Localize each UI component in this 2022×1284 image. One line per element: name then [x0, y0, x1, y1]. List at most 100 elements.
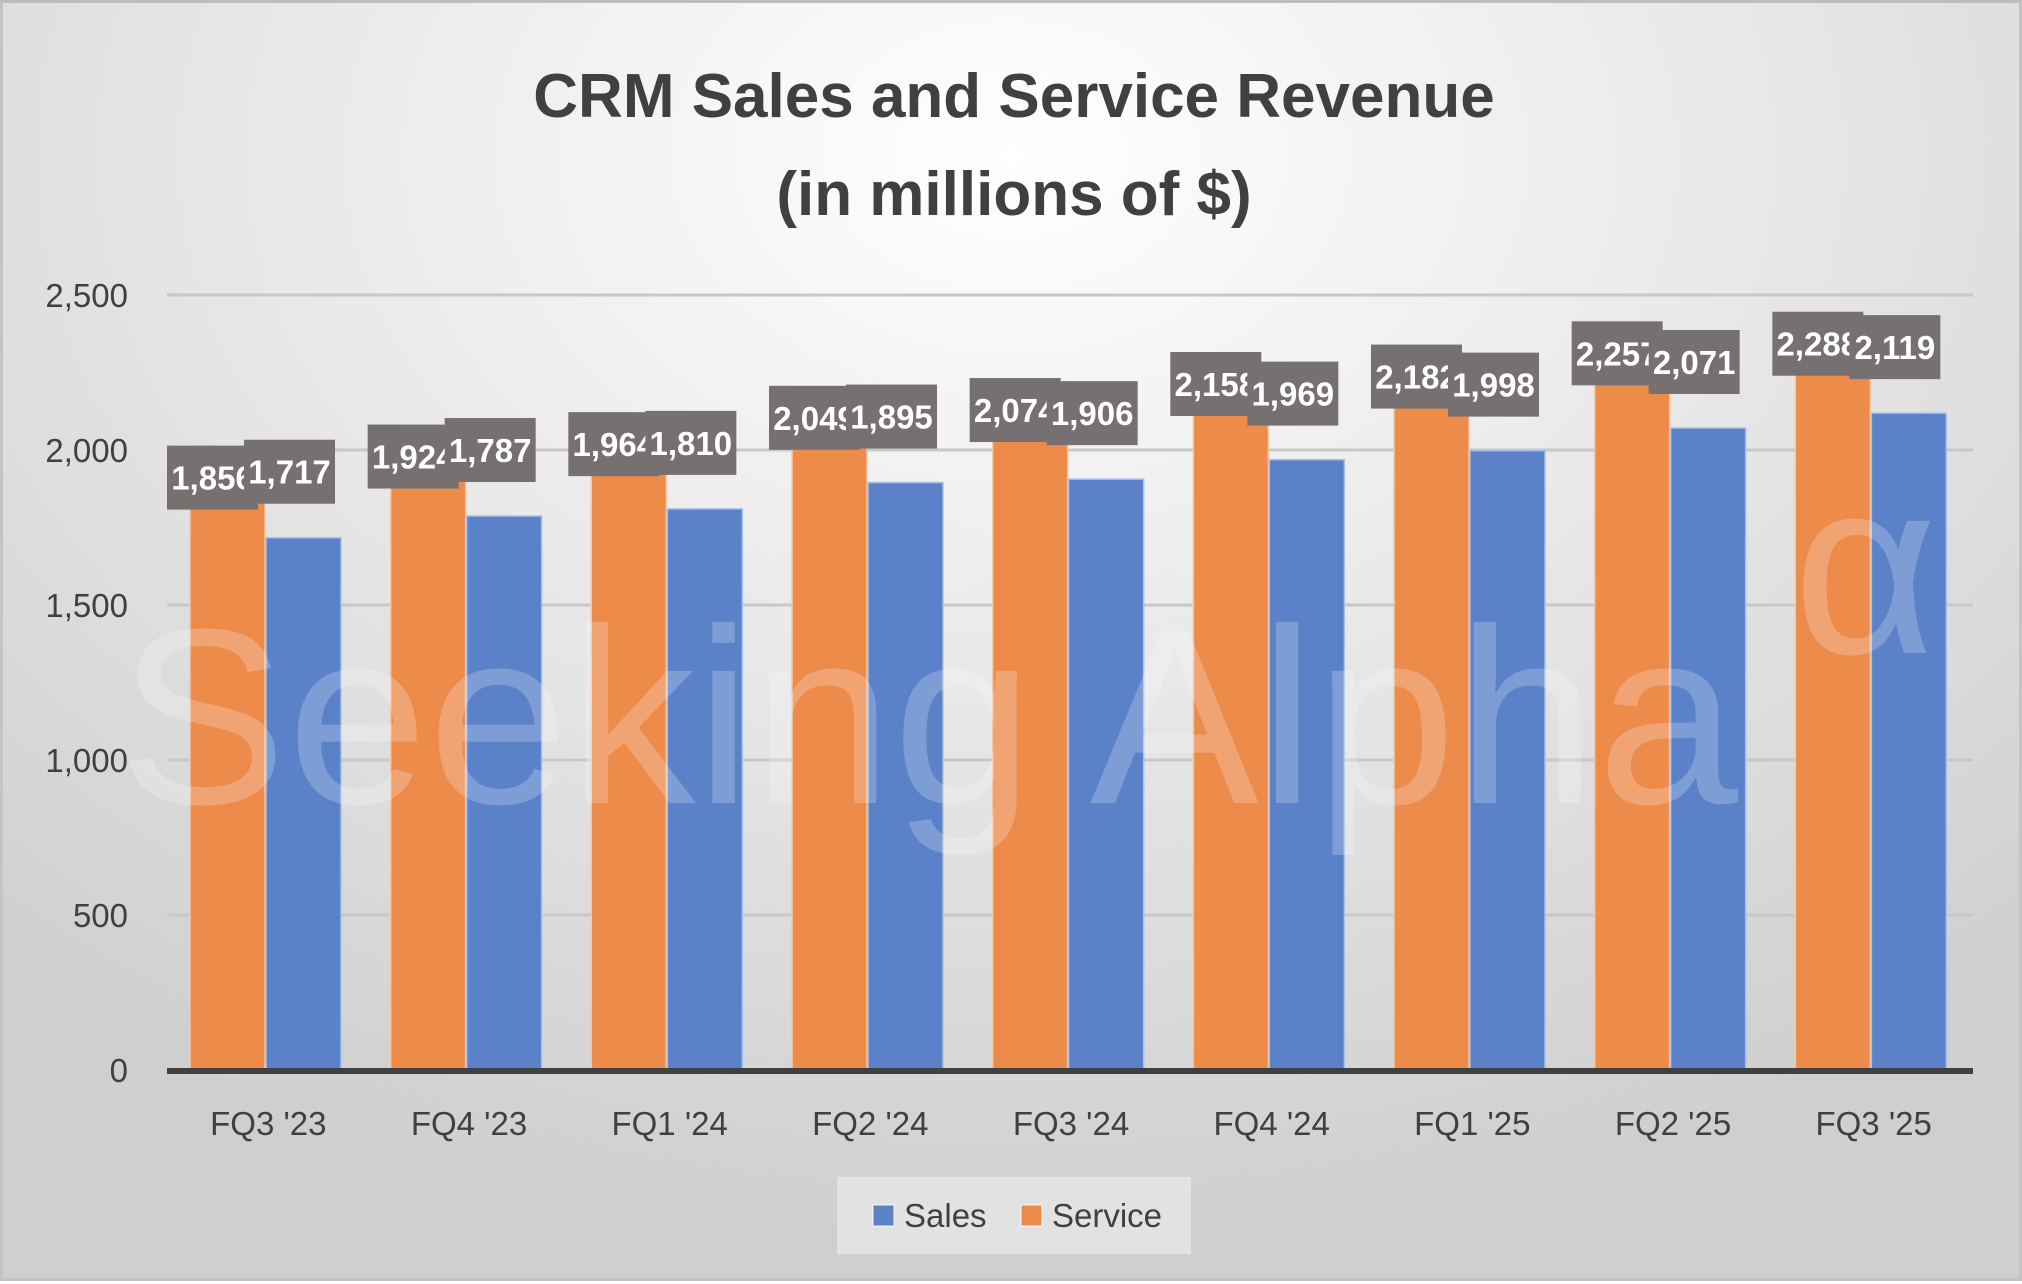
data-labels: 1,856 1,924 1,964 2,049 2,074 2,158 2,182 2,257… — [167, 311, 1941, 510]
data-label-bg — [1648, 329, 1740, 394]
legend-item-sales[interactable]: Sales — [872, 1197, 987, 1234]
legend-label: Service — [1052, 1197, 1162, 1234]
data-label-text: 2,257 — [1576, 335, 1659, 372]
x-tick-label: FQ3 '23 — [210, 1105, 326, 1142]
bar-sales — [666, 508, 744, 1071]
data-label-bg — [1772, 311, 1864, 376]
legend-swatch — [1020, 1204, 1043, 1227]
y-tick-label: 1,000 — [45, 742, 128, 779]
x-tick-label: FQ4 '24 — [1213, 1105, 1329, 1142]
data-label-text: 1,787 — [449, 432, 532, 469]
bar-sales — [1268, 458, 1346, 1071]
data-label-text: 1,906 — [1051, 395, 1134, 432]
chart: CRM Sales and Service Revenue (in millio… — [45, 62, 1973, 1254]
data-label-sales: 1,895 — [846, 384, 937, 449]
data-label-text: 2,288 — [1777, 326, 1860, 363]
bar-service — [1593, 369, 1671, 1071]
y-tick-label: 2,000 — [45, 432, 128, 469]
data-label-bg — [568, 412, 660, 477]
data-label-text: 1,810 — [650, 425, 733, 462]
data-label-service: 1,924 — [367, 424, 459, 489]
x-tick-label: FQ2 '24 — [812, 1105, 928, 1142]
data-label-service: 2,288 — [1772, 311, 1864, 376]
watermark-text: Seeking Alpha — [118, 577, 1739, 856]
bar-service — [1393, 392, 1470, 1071]
data-label-text: 1,969 — [1252, 376, 1335, 413]
data-label-bg — [1170, 352, 1262, 417]
bar-sales — [1469, 449, 1546, 1071]
legend-item-service[interactable]: Service — [1020, 1197, 1162, 1234]
data-label-bg — [846, 384, 937, 449]
watermark-alpha-icon: α — [1793, 427, 1938, 706]
x-tick-label: FQ1 '24 — [611, 1105, 727, 1142]
x-tick-label: FQ3 '25 — [1815, 1105, 1931, 1142]
chart-subtitle: (in millions of $) — [776, 160, 1251, 229]
y-tick-label: 2,500 — [45, 277, 128, 314]
watermark: Seeking Alpha α — [118, 427, 1938, 856]
data-label-text: 1,998 — [1452, 367, 1535, 404]
x-tick-label: FQ4 '23 — [411, 1105, 527, 1142]
data-label-service: 2,074 — [969, 378, 1061, 443]
data-label-service: 2,158 — [1170, 352, 1262, 417]
data-label-text: 1,895 — [850, 399, 933, 436]
data-label-bg — [167, 445, 258, 510]
data-label-text: 2,158 — [1175, 366, 1258, 403]
data-label-text: 1,717 — [248, 454, 331, 491]
data-label-bg — [244, 439, 335, 504]
data-label-sales: 1,717 — [244, 439, 335, 504]
bar-sales — [1870, 412, 1948, 1071]
data-label-service: 2,257 — [1571, 321, 1663, 386]
bar-service — [189, 493, 266, 1071]
data-label-service: 2,182 — [1371, 344, 1462, 409]
data-label-bg — [1247, 361, 1339, 426]
x-tick-label: FQ3 '24 — [1013, 1105, 1129, 1142]
x-axis-line — [167, 1068, 1973, 1074]
data-label-sales: 2,119 — [1849, 315, 1941, 380]
data-label-service: 1,964 — [568, 412, 660, 477]
x-tick-label: FQ1 '25 — [1414, 1105, 1530, 1142]
bars — [189, 359, 1948, 1071]
data-label-bg — [1371, 344, 1462, 409]
y-tick-label: 0 — [110, 1052, 128, 1089]
data-label-bg — [1571, 321, 1663, 386]
data-label-text: 2,071 — [1653, 344, 1736, 381]
data-label-bg — [1849, 315, 1941, 380]
data-label-text: 1,924 — [372, 439, 455, 476]
legend-swatch — [872, 1204, 895, 1227]
data-label-bg — [969, 378, 1061, 443]
x-axis-labels: FQ3 '23 FQ4 '23 FQ1 '24 FQ2 '24 FQ3 '24 FQ4 '… — [210, 1105, 1932, 1142]
data-label-sales: 1,906 — [1046, 381, 1138, 446]
data-label-sales: 1,787 — [444, 418, 536, 483]
data-label-sales: 2,071 — [1648, 329, 1740, 394]
chart-title: CRM Sales and Service Revenue — [533, 62, 1494, 131]
data-label-bg — [1046, 381, 1138, 446]
bar-sales — [1067, 478, 1145, 1071]
data-label-service: 1,856 — [167, 445, 258, 510]
bar-sales — [465, 515, 543, 1071]
legend-label: Sales — [904, 1197, 987, 1234]
data-label-text: 1,856 — [171, 460, 254, 497]
data-label-service: 2,049 — [769, 385, 860, 450]
data-label-sales: 1,810 — [645, 410, 737, 475]
data-label-bg — [769, 385, 860, 450]
data-label-sales: 1,998 — [1448, 352, 1539, 417]
y-tick-label: 500 — [73, 897, 128, 934]
bar-sales — [265, 536, 342, 1071]
y-tick-label: 1,500 — [45, 587, 128, 624]
x-tick-label: FQ2 '25 — [1615, 1105, 1731, 1142]
data-label-bg — [645, 410, 737, 475]
data-label-text: 2,074 — [974, 392, 1057, 429]
legend: Sales Service — [837, 1177, 1191, 1254]
bar-sales — [1669, 427, 1747, 1071]
data-label-bg — [1448, 352, 1539, 417]
data-label-bg — [367, 424, 459, 489]
data-label-text: 2,049 — [773, 400, 856, 437]
legend-box — [837, 1177, 1191, 1254]
bar-service — [1794, 359, 1872, 1071]
data-label-text: 2,182 — [1375, 359, 1458, 396]
y-axis-labels: 0 500 1,000 1,500 2,000 2,500 — [45, 277, 128, 1089]
data-label-text: 2,119 — [1854, 329, 1935, 366]
data-label-sales: 1,969 — [1247, 361, 1339, 426]
data-label-text: 1,964 — [573, 426, 656, 463]
